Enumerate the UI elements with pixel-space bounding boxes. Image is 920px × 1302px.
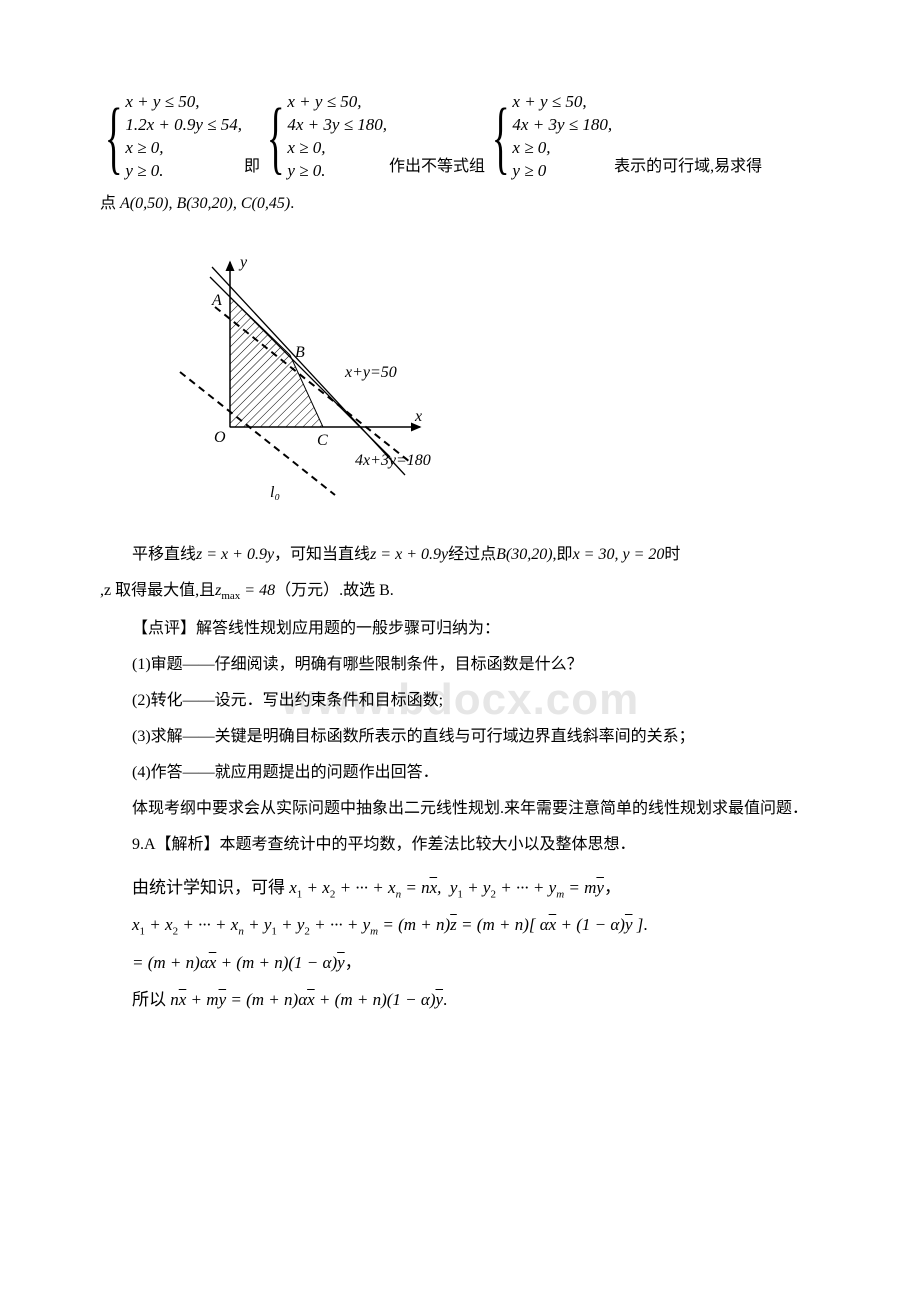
para-step-4: (4)作答——就应用题提出的问题作出回答． [100,759,830,787]
c2-l3: x ≥ 0, [287,137,387,160]
points-pre: 点 [100,195,116,212]
stat-line4-math: nx + my = (m + n)αx + (m + n)(1 − α)y [170,990,443,1009]
brace-icon: { [105,97,123,177]
c1-l1: x + y ≤ 50, [125,91,242,114]
svg-text:x+y=50: x+y=50 [344,364,397,381]
svg-text:4x+3y=180: 4x+3y=180 [355,452,431,469]
stat-line1-math: x1 + x2 + ··· + xn = nx, y1 + y2 + ··· +… [289,878,604,897]
c2-l4: y ≥ 0. [287,160,387,183]
points-line: 点 A(0,50), B(30,20), C(0,45). [100,190,830,219]
t2: ，可知当直线 [274,546,370,563]
para-step-2: (2)转化——设元．写出约束条件和目标函数; [100,687,830,715]
t1: 平移直线 [132,546,196,563]
svg-text:l₀: l₀ [270,484,280,501]
c1-l4: y ≥ 0. [125,160,242,183]
para-zmax: ,z 取得最大值,且zmax = 48（万元）.故选 B. [100,577,830,606]
svg-text:A: A [211,292,222,309]
para-step-3: (3)求解——关键是明确目标函数所表示的直线与可行域边界直线斜率间的关系； [100,723,830,751]
m4: x = 30, y = 20 [573,546,665,563]
sl3-post: ， [345,953,362,972]
zm2: = 48 [240,582,275,599]
sl4-pre: 所以 [132,990,166,1009]
svg-text:B: B [295,344,305,361]
constraint-group-2: { x + y ≤ 50, 4x + 3y ≤ 180, x ≥ 0, y ≥ … [262,90,387,184]
m2: z = x + 0.9y [370,546,448,563]
c3-l3: x ≥ 0, [512,137,612,160]
t5: 时 [664,546,680,563]
svg-text:O: O [214,429,226,446]
stat-line2-math: x1 + x2 + ··· + xn + y1 + y2 + ··· + ym … [132,915,643,934]
brace-icon: { [267,97,285,177]
constraint-lines-3: x + y ≤ 50, 4x + 3y ≤ 180, x ≥ 0, y ≥ 0 [512,90,612,184]
c3-l1: x + y ≤ 50, [512,91,612,114]
stat-line-4: 所以 nx + my = (m + n)αx + (m + n)(1 − α)y… [132,981,830,1018]
constraints-row: { x + y ≤ 50, 1.2x + 0.9y ≤ 54, x ≥ 0, y… [100,90,830,184]
page-content: { x + y ≤ 50, 1.2x + 0.9y ≤ 54, x ≥ 0, y… [100,90,830,1019]
t4: ,即 [553,546,573,563]
stat-line3-math: = (m + n)αx + (m + n)(1 − α)y [132,953,345,972]
constraint-group-3: { x + y ≤ 50, 4x + 3y ≤ 180, x ≥ 0, y ≥ … [487,90,612,184]
sep-text-2: 作出不等式组 [389,153,485,184]
para-9a: 9.A【解析】本题考查统计中的平均数，作差法比较大小以及整体思想． [100,831,830,859]
c1-l2: 1.2x + 0.9y ≤ 54, [125,114,242,137]
svg-text:y: y [238,254,248,271]
stat-math-block: 由统计学知识，可得 x1 + x2 + ··· + xn = nx, y1 + … [132,869,830,1019]
stat-line-2: x1 + x2 + ··· + xn + y1 + y2 + ··· + ym … [132,906,830,944]
sl4-post: . [443,990,447,1009]
brace-icon: { [492,97,510,177]
sep-text-1: 即 [244,153,260,184]
para-shift-line: 平移直线z = x + 0.9y，可知当直线z = x + 0.9y经过点B(3… [100,541,830,569]
zsub: max [221,590,240,602]
feasible-region-graph: y x O A B Cl₀ x+y=50 4x+3y=180 [160,247,830,518]
constraint-group-1: { x + y ≤ 50, 1.2x + 0.9y ≤ 54, x ≥ 0, y… [100,90,242,184]
stat-line-1: 由统计学知识，可得 x1 + x2 + ··· + xn = nx, y1 + … [132,869,830,907]
c2-l1: x + y ≤ 50, [287,91,387,114]
c2-l2: 4x + 3y ≤ 180, [287,114,387,137]
stat-line-3: = (m + n)αx + (m + n)(1 − α)y， [132,944,830,981]
c3-l4: y ≥ 0 [512,160,612,183]
constraint-lines-1: x + y ≤ 50, 1.2x + 0.9y ≤ 54, x ≥ 0, y ≥… [125,90,242,184]
sl1-pre: 由统计学知识，可得 [132,878,285,897]
constraint-lines-2: x + y ≤ 50, 4x + 3y ≤ 180, x ≥ 0, y ≥ 0. [287,90,387,184]
points-math: A(0,50), B(30,20), C(0,45) [120,195,290,212]
c3-l2: 4x + 3y ≤ 180, [512,114,612,137]
para-summary: 体现考纲中要求会从实际问题中抽象出二元线性规划.来年需要注意简单的线性规划求最值… [100,795,830,823]
m1: z = x + 0.9y [196,546,274,563]
zt1: ,z 取得最大值,且 [100,582,215,599]
sep-text-3: 表示的可行域,易求得 [614,153,762,184]
m3: B(30,20) [496,546,552,563]
zt2: （万元）.故选 B. [275,582,394,599]
c1-l3: x ≥ 0, [125,137,242,160]
svg-text:x: x [414,408,422,425]
sl1-post: ， [604,878,621,897]
t3: 经过点 [448,546,496,563]
points-post: . [290,195,294,212]
para-comment: 【点评】解答线性规划应用题的一般步骤可归纳为： [100,615,830,643]
sl2-post: . [643,915,647,934]
svg-text:C: C [317,432,328,449]
para-step-1: (1)审题——仔细阅读，明确有哪些限制条件，目标函数是什么？ [100,651,830,679]
lp-graph-svg: y x O A B Cl₀ x+y=50 4x+3y=180 [160,247,470,507]
